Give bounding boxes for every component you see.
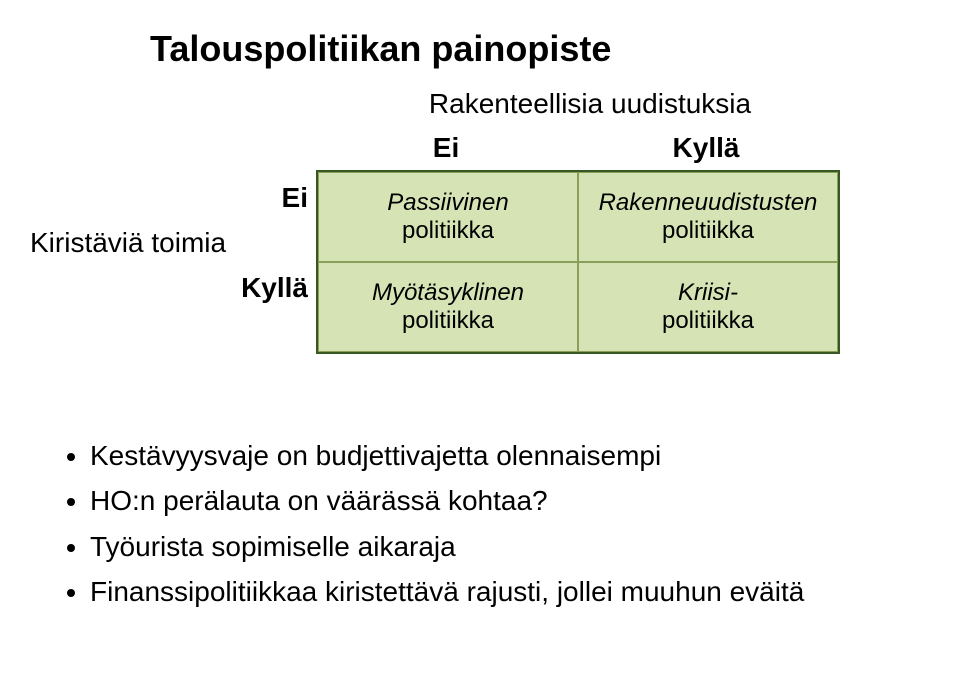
matrix: Kiristäviä toimia Ei Kyllä Ei Kyllä Pass… [30,132,930,354]
page-title: Talouspolitiikan painopiste [150,28,930,70]
matrix-grid-wrap: Ei Kyllä Passiivinen politiikka Rakenneu… [316,132,840,354]
matrix-top-label: Rakenteellisia uudistuksia [250,88,930,120]
cell-2-plain: politiikka [402,307,494,334]
cell-3: Kriisi- politiikka [578,262,838,352]
row-header-1: Kyllä [236,272,308,304]
matrix-col-headers: Ei Kyllä [316,132,840,170]
cell-1: Rakenneuudistusten politiikka [578,172,838,262]
cell-2-italic: Myötäsyklinen [372,279,524,306]
matrix-grid: Passiivinen politiikka Rakenneuudistuste… [316,170,840,354]
bullet-list: Kestävyysvaje on budjettivajetta olennai… [50,434,930,614]
cell-1-plain: politiikka [662,217,754,244]
slide: Talouspolitiikan painopiste Rakenteellis… [0,0,960,693]
cell-1-italic: Rakenneuudistusten [599,189,818,216]
bullet-2: Työurista sopimiselle aikaraja [90,525,930,568]
matrix-row-headers: Ei Kyllä [236,153,316,333]
col-header-1: Kyllä [576,132,836,170]
bullet-1: HO:n perälauta on väärässä kohtaa? [90,479,930,522]
cell-0-plain: politiikka [402,217,494,244]
cell-3-italic: Kriisi- [678,279,738,306]
matrix-row-label: Kiristäviä toimia [30,227,236,259]
cell-2: Myötäsyklinen politiikka [318,262,578,352]
cell-3-plain: politiikka [662,307,754,334]
bullet-3: Finanssipolitiikkaa kiristettävä rajusti… [90,570,930,613]
cell-0: Passiivinen politiikka [318,172,578,262]
col-header-0: Ei [316,132,576,170]
row-header-0: Ei [236,182,308,214]
cell-0-italic: Passiivinen [387,189,508,216]
bullet-0: Kestävyysvaje on budjettivajetta olennai… [90,434,930,477]
